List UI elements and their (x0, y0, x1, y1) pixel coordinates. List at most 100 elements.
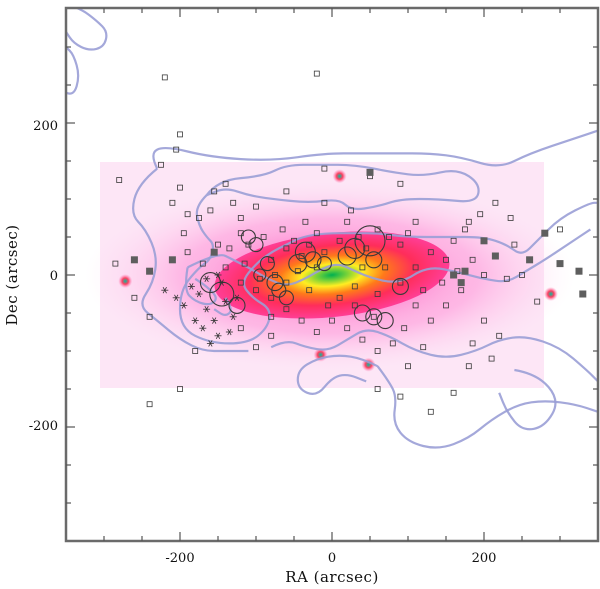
open-square-marker (420, 344, 427, 351)
open-square-marker (192, 348, 199, 354)
open-circle-marker (316, 256, 332, 272)
open-square-marker (469, 340, 476, 347)
open-circle-marker (391, 277, 409, 295)
asterisk-marker (180, 302, 188, 309)
asterisk-marker (214, 332, 222, 340)
open-square-marker (465, 218, 472, 225)
open-square-marker (325, 302, 332, 309)
open-square-marker (302, 218, 309, 225)
filled-square-marker (450, 271, 458, 279)
open-square-marker (112, 260, 119, 267)
bright-source-3 (543, 287, 558, 301)
galaxy-image (85, 162, 575, 388)
open-square-marker (412, 264, 419, 271)
filled-square-marker (579, 290, 587, 298)
open-circle-marker (337, 246, 357, 266)
asterisk-marker (187, 283, 195, 290)
asterisk-marker (233, 294, 241, 302)
open-square-marker (184, 249, 191, 256)
open-square-marker (321, 165, 328, 172)
contour-5 (132, 167, 249, 353)
open-square-marker (207, 207, 214, 214)
open-circle-marker (248, 237, 264, 253)
open-square-marker (173, 146, 180, 153)
ticks (66, 8, 598, 541)
open-square-marker (443, 302, 449, 309)
open-circle-marker (365, 251, 383, 269)
open-square-marker (454, 268, 461, 275)
open-square-marker (329, 317, 335, 324)
open-square-marker (237, 279, 244, 286)
contours (66, 8, 598, 449)
open-square-marker (131, 294, 138, 301)
filled-square-marker (526, 256, 534, 264)
open-square-marker (488, 355, 495, 362)
asterisk-marker (229, 313, 237, 321)
open-square-marker (450, 389, 457, 396)
open-square-marker (116, 177, 123, 183)
open-square-marker (374, 386, 381, 392)
open-square-marker (199, 260, 206, 267)
contour-10 (296, 354, 379, 395)
open-square-marker (253, 287, 259, 294)
open-circle-marker (376, 312, 394, 330)
open-square-marker (496, 332, 503, 339)
filled-square-marker (575, 267, 583, 275)
open-square-marker (374, 291, 381, 297)
open-square-marker (370, 313, 377, 320)
open-square-marker (237, 215, 244, 221)
open-square-marker (344, 218, 351, 225)
open-circle-marker (354, 225, 386, 257)
bright-source-0 (118, 274, 133, 289)
open-square-marker (215, 241, 221, 248)
open-square-marker (519, 272, 525, 278)
markers (112, 70, 587, 415)
open-square-marker (211, 188, 218, 195)
open-square-marker (146, 401, 153, 408)
open-square-marker (294, 268, 301, 275)
contour-1 (66, 46, 80, 95)
open-circle-marker (365, 308, 383, 326)
x-tick-label-2: 200 (472, 551, 497, 566)
open-square-marker (439, 279, 446, 286)
open-square-marker (443, 256, 449, 263)
x-tick-label-0: -200 (165, 551, 194, 566)
open-square-marker (511, 241, 518, 248)
x-tick-label-1: 0 (328, 551, 336, 566)
open-square-marker (180, 230, 187, 237)
open-square-marker (397, 180, 404, 187)
open-square-marker (245, 241, 252, 248)
open-square-marker (283, 306, 290, 313)
open-circle-marker (304, 251, 322, 269)
open-square-marker (336, 294, 343, 301)
open-square-marker (237, 325, 244, 332)
open-square-marker (458, 287, 465, 294)
open-square-marker (268, 313, 275, 320)
y-tick-label-0: -200 (29, 419, 58, 434)
open-circle-marker (253, 268, 267, 282)
open-square-marker (427, 317, 434, 324)
open-circle-marker (266, 274, 284, 292)
open-circle-marker (271, 282, 287, 298)
open-square-marker (397, 279, 404, 286)
open-square-marker (321, 199, 328, 206)
open-square-marker (405, 230, 411, 237)
open-square-marker (313, 70, 320, 77)
contour-4 (205, 163, 480, 211)
open-square-marker (405, 363, 411, 370)
contour-9 (270, 329, 598, 383)
open-square-marker (313, 329, 320, 335)
open-square-marker (492, 199, 499, 206)
open-square-marker (222, 264, 229, 271)
contour-0 (66, 8, 108, 51)
y-tick-label-1: 0 (50, 269, 58, 284)
asterisk-marker (161, 286, 169, 294)
open-square-marker (298, 253, 305, 259)
galaxy-core (214, 231, 450, 319)
open-square-marker (469, 256, 476, 263)
open-square-marker (230, 199, 237, 206)
filled-square-marker (556, 260, 564, 268)
open-square-marker (253, 203, 259, 210)
open-square-marker (336, 237, 343, 244)
open-square-marker (412, 218, 419, 225)
